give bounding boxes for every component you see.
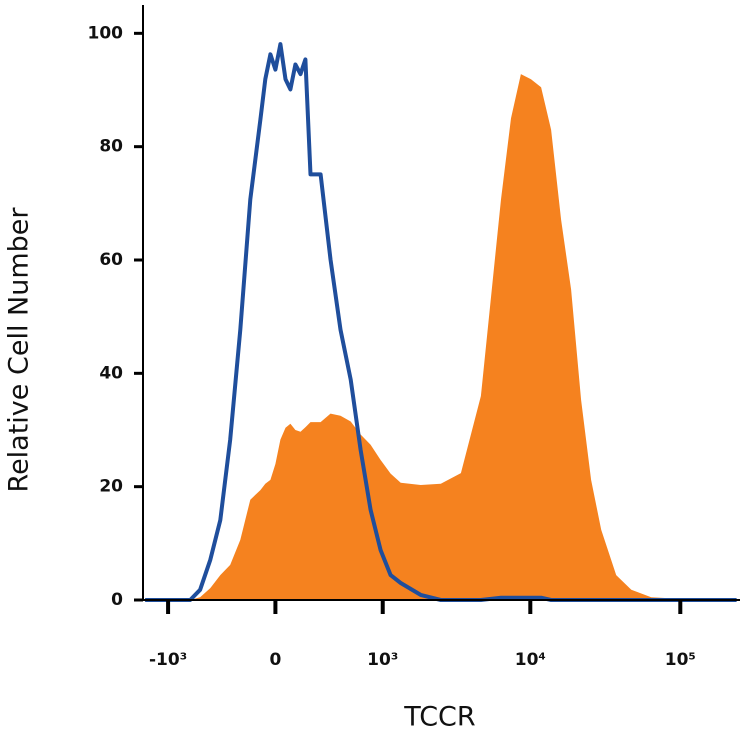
x-tick-label: 10³ xyxy=(367,650,398,670)
y-tick-label: 20 xyxy=(99,477,123,497)
y-tick-label: 80 xyxy=(99,137,123,157)
x-tick-label: -10³ xyxy=(149,650,187,670)
y-tick-label: 60 xyxy=(99,250,123,270)
x-tick-label: 10⁵ xyxy=(665,650,696,670)
y-axis-title: Relative Cell Number xyxy=(4,207,35,493)
x-tick-label: 10⁴ xyxy=(515,650,546,670)
area xyxy=(145,74,737,601)
x-tick-label: 0 xyxy=(269,650,281,670)
y-tick-label: 100 xyxy=(88,23,124,43)
y-tick-label: 0 xyxy=(111,590,123,610)
y-tick-label: 40 xyxy=(99,363,123,383)
x-axis-title: TCCR xyxy=(403,702,475,733)
